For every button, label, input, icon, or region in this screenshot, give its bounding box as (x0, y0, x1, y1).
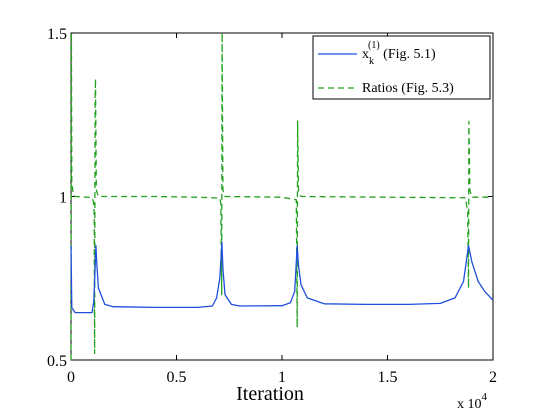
legend-label-series-1: xk (1) (Fig. 5.1) (362, 40, 436, 67)
legend-label-series-2: Ratios (Fig. 5.3) (362, 81, 454, 96)
y-tick-label: 1 (59, 190, 67, 207)
y-tick-label: 0.5 (47, 353, 67, 370)
legend-label-series-1-sup: (1) (368, 40, 380, 51)
x-multiplier-label: x 104 (457, 391, 488, 410)
x-multiplier-exponent: 4 (482, 391, 488, 403)
x-tick-label: 1 (278, 369, 286, 386)
x-multiplier-base: x 10 (457, 397, 482, 410)
x-tick-label: 1.5 (378, 369, 398, 386)
legend-label-series-1-rest: (Fig. 5.1) (380, 47, 436, 62)
y-tick-label: 1.5 (47, 26, 67, 43)
series-line-2 (70, 32, 493, 361)
x-axis-label: Iteration (236, 383, 304, 405)
legend-label-series-1-main: x (362, 47, 369, 62)
legend: xk (1) (Fig. 5.1) Ratios (Fig. 5.3) (312, 35, 491, 100)
x-tick-label: 0.5 (167, 369, 187, 386)
x-tick-label: 2 (489, 369, 497, 386)
x-tick-label: 0 (67, 369, 75, 386)
series-line-1 (70, 241, 494, 314)
series-layer (70, 32, 494, 361)
axis-ticks: 0 0.5 1 1.5 20.511.5 (47, 26, 497, 386)
legend-label-series-1-sub: k (369, 56, 374, 67)
